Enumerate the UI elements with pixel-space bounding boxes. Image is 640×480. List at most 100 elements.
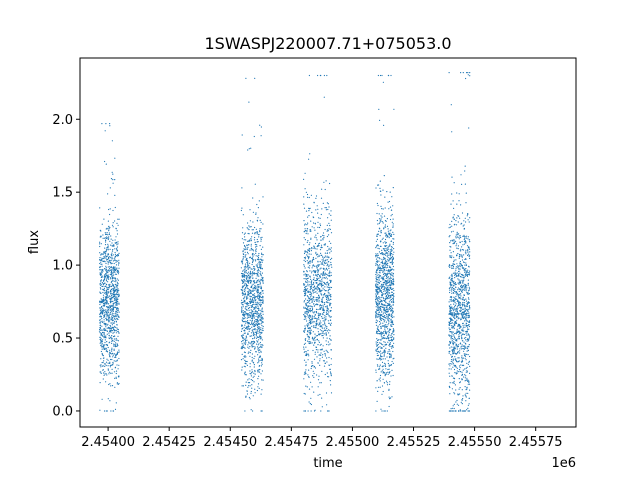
scatter-point xyxy=(251,236,253,238)
scatter-point xyxy=(261,363,263,365)
scatter-point xyxy=(109,361,111,363)
scatter-point xyxy=(241,260,243,262)
scatter-point xyxy=(389,350,391,352)
scatter-point xyxy=(314,288,316,290)
scatter-point xyxy=(106,310,108,312)
scatter-point xyxy=(258,343,260,345)
scatter-point xyxy=(375,371,377,373)
scatter-point xyxy=(384,373,386,376)
scatter-point xyxy=(322,324,324,326)
scatter-point xyxy=(259,230,261,232)
scatter-point xyxy=(459,313,461,315)
scatter-point xyxy=(258,346,260,349)
scatter-point xyxy=(242,270,244,272)
scatter-point xyxy=(258,260,260,262)
scatter-point xyxy=(390,364,392,366)
scatter-point xyxy=(99,342,101,344)
scatter-point xyxy=(387,335,389,337)
scatter-point xyxy=(105,285,107,287)
scatter-point xyxy=(241,341,243,343)
scatter-point xyxy=(319,358,321,360)
scatter-point xyxy=(113,360,115,362)
scatter-point xyxy=(451,290,453,292)
scatter-point xyxy=(466,308,468,311)
scatter-point xyxy=(386,235,389,238)
scatter-point xyxy=(391,209,393,211)
scatter-point xyxy=(317,285,319,287)
scatter-point xyxy=(313,305,316,307)
scatter-point xyxy=(330,316,332,318)
scatter-point xyxy=(461,410,463,412)
scatter-point xyxy=(316,279,318,281)
scatter-point xyxy=(376,269,378,272)
scatter-point xyxy=(383,215,386,217)
scatter-point xyxy=(250,289,252,291)
scatter-point xyxy=(244,265,247,267)
scatter-point xyxy=(455,309,457,311)
scatter-point xyxy=(241,346,243,348)
scatter-point xyxy=(252,288,254,290)
scatter-point xyxy=(388,365,390,367)
scatter-point xyxy=(254,259,256,261)
scatter-point xyxy=(376,272,378,274)
scatter-point xyxy=(116,222,118,224)
scatter-point xyxy=(392,218,394,220)
scatter-point xyxy=(260,410,262,412)
scatter-point xyxy=(462,304,464,306)
scatter-point xyxy=(325,334,327,336)
scatter-point xyxy=(329,324,331,326)
scatter-point xyxy=(310,397,312,399)
scatter-point xyxy=(256,319,258,321)
scatter-point xyxy=(459,264,461,266)
scatter-point xyxy=(250,390,252,393)
scatter-point xyxy=(100,340,102,342)
scatter-point xyxy=(317,253,319,255)
scatter-point xyxy=(307,296,309,298)
scatter-point xyxy=(457,266,459,269)
scatter-point xyxy=(330,274,332,276)
scatter-point xyxy=(107,291,109,293)
scatter-point xyxy=(464,217,466,219)
scatter-point xyxy=(310,194,312,196)
scatter-point xyxy=(463,353,465,355)
scatter-point xyxy=(312,325,315,327)
scatter-point xyxy=(377,329,380,331)
scatter-point xyxy=(454,297,456,299)
scatter-point xyxy=(243,332,245,334)
scatter-point xyxy=(452,319,454,322)
scatter-point xyxy=(316,286,318,288)
scatter-point xyxy=(464,326,466,328)
scatter-point xyxy=(244,282,246,284)
scatter-point xyxy=(386,288,388,290)
scatter-point xyxy=(315,234,317,236)
scatter-point xyxy=(246,240,249,242)
scatter-point xyxy=(260,373,262,375)
scatter-point xyxy=(106,259,108,261)
scatter-point xyxy=(376,308,378,311)
scatter-point xyxy=(99,324,101,327)
scatter-point xyxy=(386,315,388,317)
scatter-point xyxy=(105,239,107,242)
scatter-point xyxy=(108,320,110,322)
scatter-point xyxy=(258,358,260,360)
scatter-point xyxy=(303,284,305,286)
scatter-point xyxy=(262,321,264,323)
scatter-point xyxy=(392,304,394,306)
scatter-point xyxy=(380,280,382,283)
scatter-point xyxy=(391,316,393,319)
scatter-point xyxy=(391,360,393,363)
scatter-point xyxy=(306,313,308,315)
scatter-point xyxy=(314,353,316,355)
scatter-point xyxy=(311,317,313,320)
scatter-point xyxy=(247,264,249,266)
scatter-point xyxy=(260,279,262,281)
scatter-point xyxy=(385,368,387,370)
scatter-point xyxy=(467,313,469,315)
scatter-point xyxy=(259,294,261,296)
scatter-point xyxy=(107,193,109,195)
scatter-point xyxy=(392,258,394,260)
scatter-point xyxy=(384,245,386,247)
scatter-point xyxy=(103,319,105,321)
scatter-point xyxy=(105,276,107,278)
scatter-point xyxy=(256,220,259,222)
